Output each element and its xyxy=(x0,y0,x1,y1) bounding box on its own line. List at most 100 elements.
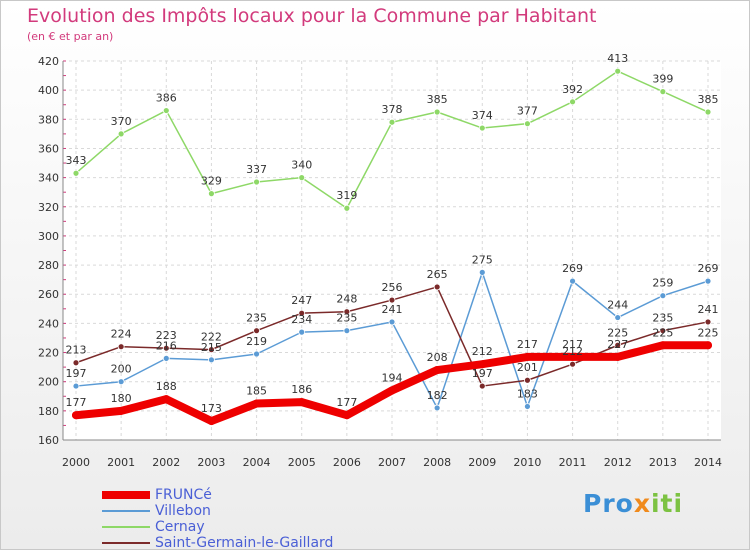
data-label: 225 xyxy=(607,326,628,339)
data-label: 385 xyxy=(427,93,448,106)
data-label: 213 xyxy=(66,344,87,357)
data-point xyxy=(253,350,260,358)
y-tick-label: 200 xyxy=(38,376,59,389)
data-label: 208 xyxy=(427,351,448,364)
data-point xyxy=(569,360,576,368)
data-point xyxy=(343,204,351,212)
data-point xyxy=(117,406,126,415)
y-tick-label: 360 xyxy=(38,142,59,155)
data-point xyxy=(162,107,170,114)
data-label: 216 xyxy=(156,339,177,352)
legend-swatch xyxy=(102,542,150,544)
data-point xyxy=(208,346,215,354)
data-point xyxy=(524,403,531,410)
data-label: 374 xyxy=(472,109,493,122)
data-point xyxy=(568,352,577,361)
data-label: 343 xyxy=(66,154,87,167)
data-label: 275 xyxy=(472,253,493,266)
data-label: 235 xyxy=(336,312,357,325)
data-point xyxy=(72,169,80,177)
y-tick-label: 300 xyxy=(38,230,59,243)
x-tick-label: 2013 xyxy=(649,456,677,469)
data-label: 247 xyxy=(291,294,312,307)
data-point xyxy=(297,398,306,407)
data-label: 225 xyxy=(698,326,719,339)
x-tick-label: 2006 xyxy=(333,456,361,469)
x-tick-label: 2009 xyxy=(468,456,496,469)
y-tick-label: 220 xyxy=(38,347,59,360)
data-label: 392 xyxy=(562,83,583,96)
data-point xyxy=(659,327,667,335)
data-label: 217 xyxy=(517,338,538,351)
data-point xyxy=(388,386,396,395)
x-tick-label: 2000 xyxy=(62,456,90,469)
data-point xyxy=(433,283,441,291)
data-label: 340 xyxy=(291,159,312,172)
legend-label: FRUNCé xyxy=(155,487,212,503)
x-tick-label: 2003 xyxy=(197,456,225,469)
data-point xyxy=(117,130,125,138)
x-tick-label: 2008 xyxy=(423,456,451,469)
y-tick-label: 160 xyxy=(38,434,59,447)
x-tick-label: 2014 xyxy=(694,456,722,469)
data-label: 201 xyxy=(517,361,538,374)
x-tick-label: 2007 xyxy=(378,456,406,469)
data-label: 177 xyxy=(66,396,87,409)
x-tick-label: 2002 xyxy=(152,456,180,469)
data-point xyxy=(658,341,667,350)
data-point xyxy=(614,67,622,75)
data-label: 269 xyxy=(562,262,583,275)
data-label: 186 xyxy=(291,383,312,396)
chart-title: Evolution des Impôts locaux pour la Comm… xyxy=(27,5,597,27)
data-point xyxy=(342,411,351,420)
data-label: 241 xyxy=(382,303,403,316)
y-tick-label: 380 xyxy=(38,113,59,126)
y-tick-label: 260 xyxy=(38,288,59,301)
data-point xyxy=(569,277,576,285)
data-label: 185 xyxy=(246,385,267,398)
data-point xyxy=(252,399,261,408)
y-tick-label: 320 xyxy=(38,201,59,214)
data-point xyxy=(524,120,531,128)
chart-subtitle: (en € et par an) xyxy=(27,30,114,43)
legend-swatch xyxy=(102,526,150,528)
data-point xyxy=(72,359,80,367)
data-label: 329 xyxy=(201,175,222,188)
data-label: 370 xyxy=(111,115,132,128)
y-tick-label: 280 xyxy=(38,259,59,272)
data-point xyxy=(704,318,712,326)
data-label: 194 xyxy=(382,371,403,384)
data-label: 197 xyxy=(66,367,87,380)
data-point xyxy=(388,296,396,304)
x-tick-label: 2005 xyxy=(288,456,316,469)
data-point xyxy=(298,309,306,317)
data-point xyxy=(162,354,170,362)
legend-label: Cernay xyxy=(155,519,205,535)
data-label: 235 xyxy=(652,312,673,325)
data-label: 188 xyxy=(156,380,177,393)
data-point xyxy=(117,378,125,386)
data-point xyxy=(613,352,622,361)
data-point xyxy=(659,88,667,96)
data-label: 399 xyxy=(652,73,673,86)
data-point xyxy=(388,118,396,126)
data-point xyxy=(524,376,531,384)
data-point xyxy=(478,360,487,369)
data-label: 197 xyxy=(472,367,493,380)
data-label: 248 xyxy=(336,293,357,306)
data-point xyxy=(208,356,215,364)
data-label: 378 xyxy=(382,103,403,116)
data-label: 217 xyxy=(562,338,583,351)
data-point xyxy=(343,327,351,335)
legend-swatch xyxy=(102,491,150,499)
y-tick-label: 240 xyxy=(38,317,59,330)
data-label: 225 xyxy=(652,326,673,339)
x-tick-label: 2001 xyxy=(107,456,135,469)
data-point xyxy=(659,292,667,300)
axis-layer: 160 180 200 220 240 260 280 300 320 340 360 380 400 4… xyxy=(38,55,722,469)
data-point xyxy=(569,98,576,106)
data-point xyxy=(298,174,306,182)
data-label: 234 xyxy=(291,313,312,326)
x-tick-label: 2004 xyxy=(243,456,271,469)
legend-label: Villebon xyxy=(155,503,211,519)
